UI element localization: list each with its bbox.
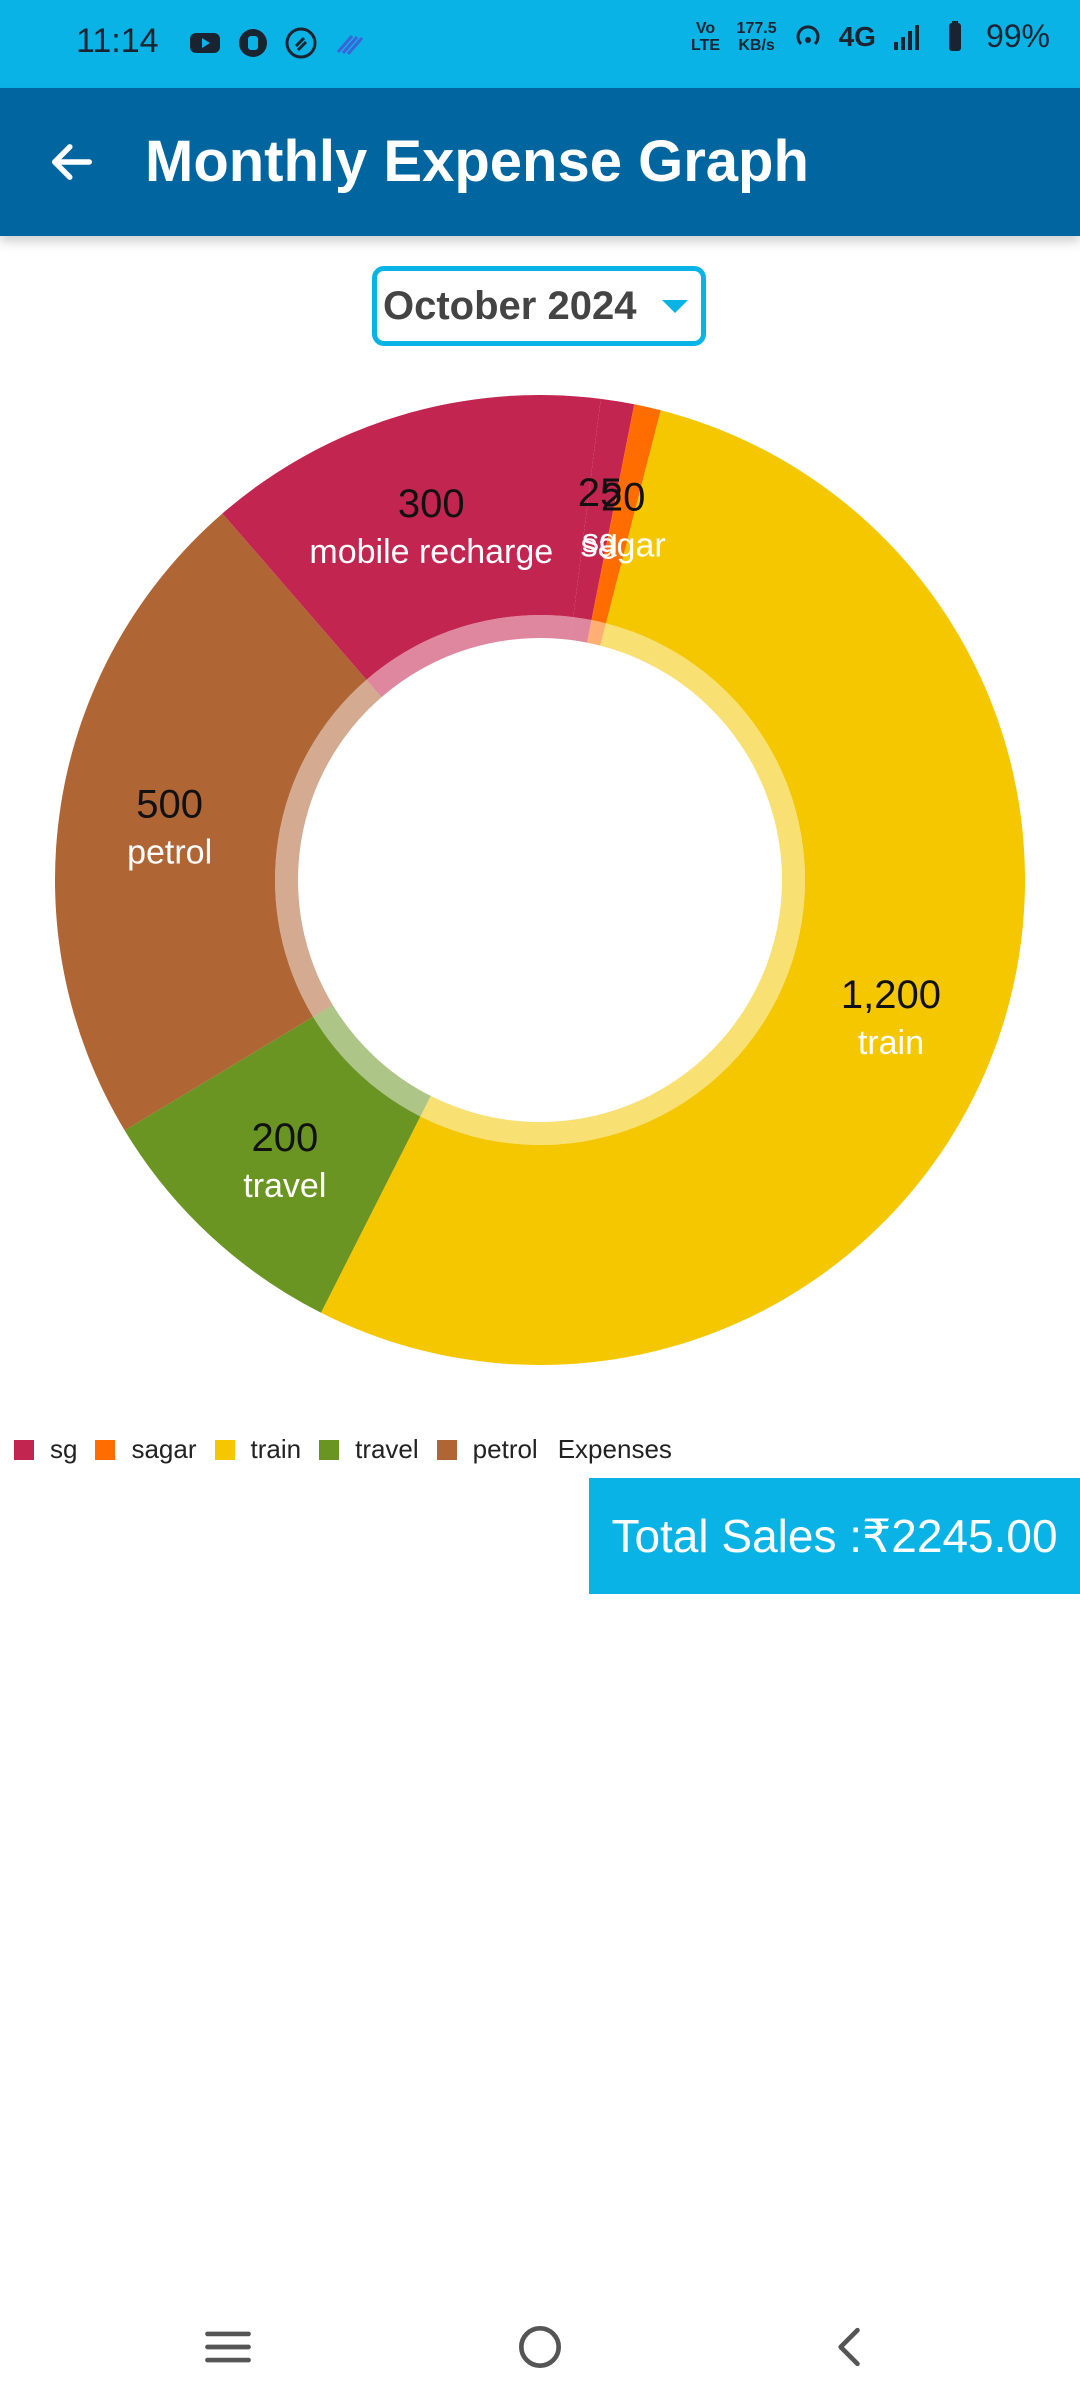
chevron-down-icon xyxy=(662,299,689,313)
data-label-category: mobile recharge xyxy=(309,533,553,571)
legend-label: sagar xyxy=(131,1434,197,1464)
notification-icons xyxy=(188,26,366,60)
data-label-category: train xyxy=(858,1024,924,1062)
data-label-value: 300 xyxy=(398,482,465,526)
youtube-icon xyxy=(188,26,222,60)
inner-ring-travel xyxy=(313,1004,431,1117)
month-dropdown[interactable]: October 2024 xyxy=(372,266,706,346)
chart-legend: sg sagar train travel petrol Expenses xyxy=(14,1434,672,1465)
legend-item-travel[interactable]: travel xyxy=(319,1434,419,1465)
legend-label: train xyxy=(250,1434,302,1464)
data-label-value: 1,200 xyxy=(841,973,941,1017)
legend-label: petrol xyxy=(472,1434,538,1464)
slice-train[interactable] xyxy=(320,410,1025,1365)
data-label-category: sg xyxy=(582,522,618,560)
legend-item-train[interactable]: train xyxy=(214,1434,302,1465)
menu-icon xyxy=(205,2331,251,2363)
legend-item-petrol[interactable]: petrol xyxy=(436,1434,538,1465)
total-sales-banner: Total Sales :₹2245.00 xyxy=(589,1478,1080,1594)
data-label-category: petrol xyxy=(127,833,212,871)
data-label-value: 200 xyxy=(251,1116,318,1160)
data-label-value: 25 xyxy=(578,471,623,515)
slice-mobile-recharge[interactable] xyxy=(222,395,601,680)
slice-petrol[interactable] xyxy=(54,513,367,1131)
page-title: Monthly Expense Graph xyxy=(145,129,809,194)
legend-label: sg xyxy=(50,1434,78,1464)
signal-icon xyxy=(890,20,924,54)
slice-travel[interactable] xyxy=(124,1016,421,1313)
data-label-category: travel xyxy=(243,1167,326,1205)
legend-swatch xyxy=(436,1439,457,1460)
month-dropdown-value: October 2024 xyxy=(383,283,637,328)
total-sales-label: Total Sales :₹2245.00 xyxy=(611,1510,1058,1562)
inner-ring-petrol xyxy=(275,679,382,1017)
battery-icon xyxy=(938,20,972,54)
inner-ring-mobile-recharge xyxy=(366,615,574,698)
legend-swatch xyxy=(319,1439,340,1460)
status-indicators: Vo LTE 177.5 KB/s 4G 99% xyxy=(689,18,1050,55)
home-button[interactable] xyxy=(505,2312,575,2382)
data-label-value: 20 xyxy=(601,475,646,519)
shazam-icon xyxy=(284,26,318,60)
legend-item-sg[interactable]: sg xyxy=(14,1434,77,1465)
system-nav-bar xyxy=(0,2290,1080,2400)
network-type: 4G xyxy=(838,20,876,52)
recent-apps-button[interactable] xyxy=(193,2312,263,2382)
data-label-value: 500 xyxy=(136,782,203,826)
stripes-app-icon xyxy=(332,26,366,60)
battery-level: 99% xyxy=(985,18,1050,54)
app-badge-icon xyxy=(236,26,270,60)
status-time: 11:14 xyxy=(76,22,159,60)
legend-label: travel xyxy=(355,1434,419,1464)
legend-title: Expenses xyxy=(557,1434,672,1464)
inner-ring-sg xyxy=(570,617,592,643)
legend-swatch xyxy=(214,1439,235,1460)
legend-swatch xyxy=(14,1439,34,1460)
data-speed: 177.5 KB/s xyxy=(737,20,777,54)
slice-sagar[interactable] xyxy=(591,404,661,624)
volte-indicator: Vo LTE xyxy=(691,19,721,54)
chevron-left-icon xyxy=(838,2327,860,2367)
data-speed-value: 177.5 xyxy=(736,19,777,37)
slice-sg[interactable] xyxy=(573,398,635,621)
home-circle-icon xyxy=(519,2326,561,2368)
status-bar: 11:14 Vo LTE 177.5 KB/s 4G 99% xyxy=(0,0,1080,88)
back-button[interactable] xyxy=(36,126,108,198)
legend-item-sagar[interactable]: sagar xyxy=(95,1434,197,1465)
arrow-left-icon xyxy=(51,144,93,180)
app-bar: Monthly Expense Graph xyxy=(0,88,1080,236)
inner-ring-sagar xyxy=(587,620,606,646)
data-speed-unit: KB/s xyxy=(738,36,775,54)
nav-back-button[interactable] xyxy=(815,2312,885,2382)
hotspot-icon xyxy=(791,20,825,54)
legend-swatch xyxy=(95,1439,116,1460)
data-label-category: sagar xyxy=(581,526,666,564)
